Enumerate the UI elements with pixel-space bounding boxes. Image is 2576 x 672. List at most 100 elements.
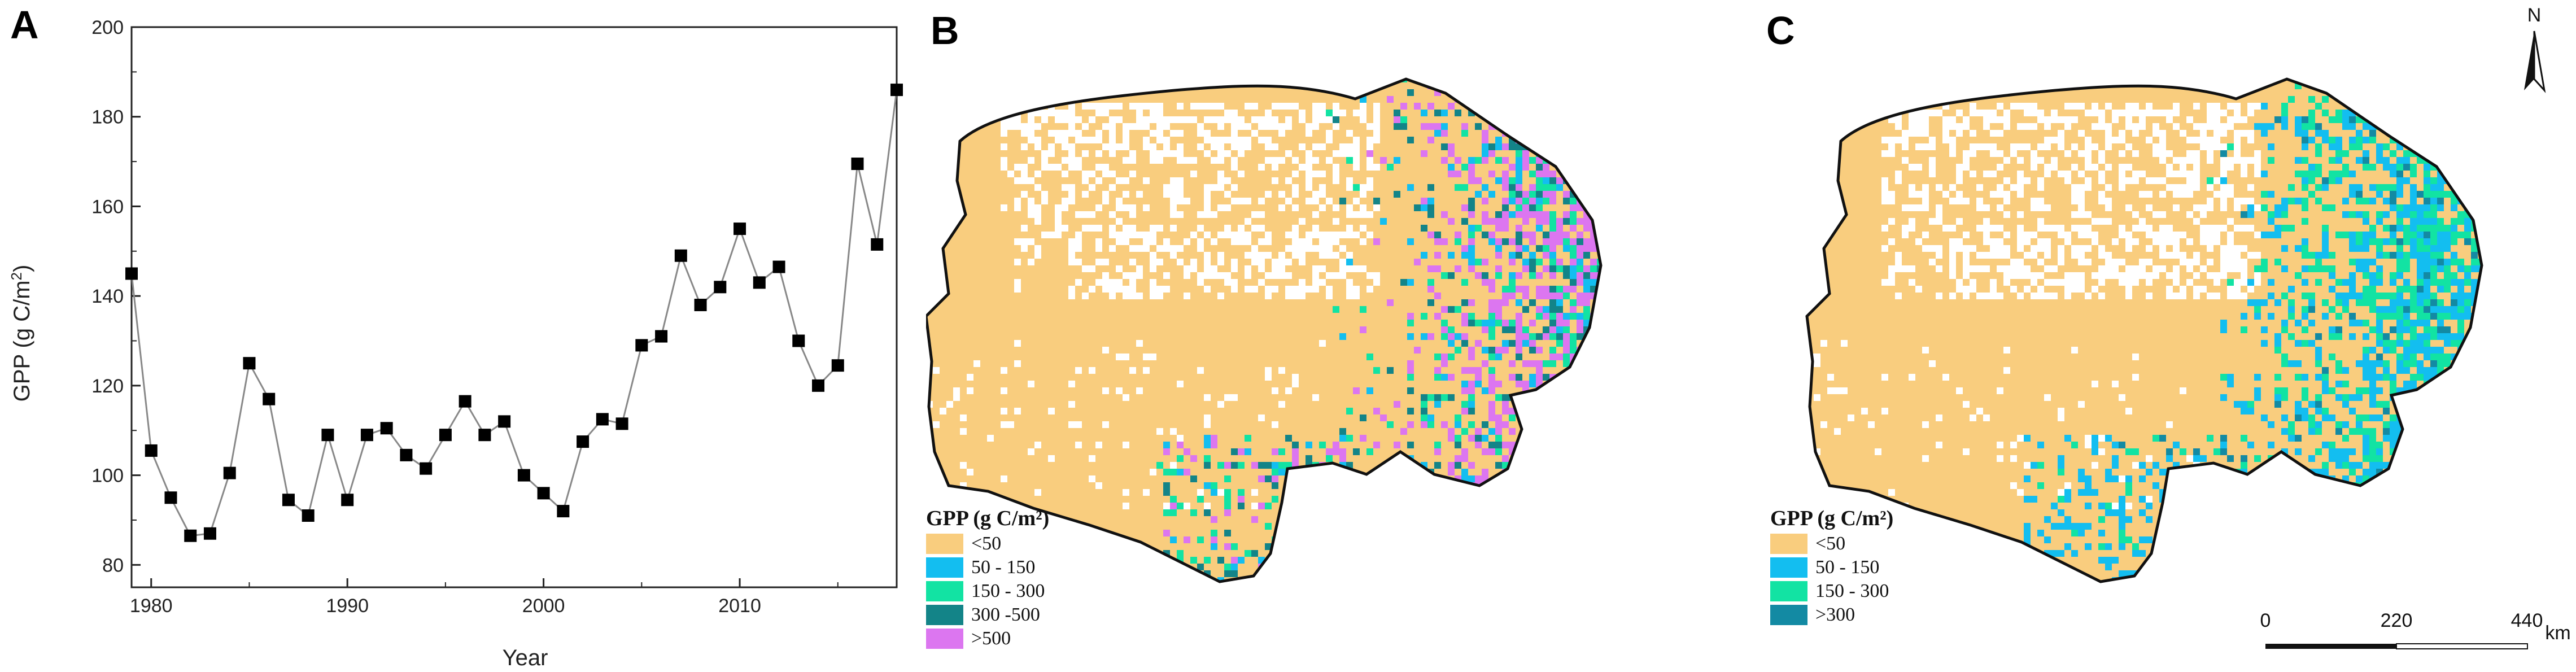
map-cell xyxy=(2410,469,2417,475)
map-cell xyxy=(2485,435,2491,442)
data-point xyxy=(203,527,216,540)
map-cell xyxy=(2363,448,2369,455)
map-cell-nodata xyxy=(1278,401,1285,408)
map-cell xyxy=(2464,123,2471,130)
map-cell xyxy=(2491,211,2498,218)
map-cell xyxy=(1461,164,1468,171)
map-cell-nodata xyxy=(1970,103,1976,110)
map-cell xyxy=(2424,232,2430,238)
map-cell xyxy=(2308,564,2315,570)
map-cell xyxy=(2403,89,2410,96)
map-cell xyxy=(2491,482,2498,489)
map-cell-nodata xyxy=(1123,238,1129,245)
map-cell xyxy=(1488,401,1495,408)
map-cell xyxy=(2220,503,2227,509)
map-cell-nodata xyxy=(2234,150,2241,157)
map-cell xyxy=(1516,320,1522,326)
map-cell-nodata xyxy=(2037,116,2044,123)
map-cell-nodata xyxy=(2173,103,2180,110)
map-cell xyxy=(2329,543,2335,550)
map-cell xyxy=(1590,89,1597,96)
map-cell-nodata xyxy=(2105,259,2112,265)
map-cell xyxy=(2471,414,2478,421)
map-cell xyxy=(1434,442,1441,448)
map-cell-nodata xyxy=(2173,204,2180,211)
map-cell xyxy=(2302,313,2308,320)
map-cell xyxy=(1211,543,1217,550)
map-cell xyxy=(2410,347,2417,354)
map-cell xyxy=(2308,252,2315,259)
map-cell-nodata xyxy=(2071,143,2078,150)
map-cell xyxy=(1597,184,1601,191)
map-cell xyxy=(2376,279,2383,286)
map-cell xyxy=(2363,245,2369,252)
map-cell xyxy=(1292,577,1299,582)
map-cell xyxy=(2335,516,2342,523)
map-cell xyxy=(1211,489,1217,496)
map-cell-nodata xyxy=(2017,245,2024,252)
map-cell xyxy=(2471,252,2478,259)
map-cell-nodata xyxy=(1062,137,1068,143)
map-cell xyxy=(1549,320,1556,326)
map-cell xyxy=(2369,103,2376,110)
map-cell-nodata xyxy=(2037,184,2044,191)
map-cell-nodata xyxy=(1895,116,1902,123)
map-cell-nodata xyxy=(2173,238,2180,245)
map-cell-nodata xyxy=(1983,171,1990,177)
map-cell xyxy=(2457,489,2464,496)
map-cell xyxy=(2369,381,2376,387)
map-cell xyxy=(2342,79,2349,82)
map-cell-nodata xyxy=(1014,198,1021,204)
map-cell-nodata xyxy=(1820,340,1827,347)
map-cell xyxy=(1177,455,1184,462)
map-cell-nodata xyxy=(1089,475,1095,482)
series-line xyxy=(130,89,898,537)
map-cell xyxy=(2329,448,2335,455)
map-cell xyxy=(2471,387,2478,394)
map-cell xyxy=(1427,232,1434,238)
map-cell xyxy=(1502,123,1509,130)
map-cell xyxy=(1583,137,1590,143)
map-cell xyxy=(2241,557,2247,564)
map-cell-nodata xyxy=(1333,218,1339,225)
map-cell xyxy=(1488,482,1495,489)
map-cell xyxy=(2342,367,2349,374)
map-cell-nodata xyxy=(1848,414,1854,421)
map-cell xyxy=(1394,110,1400,116)
map-cell xyxy=(2417,137,2424,143)
map-cell-nodata xyxy=(1123,143,1129,150)
map-cell xyxy=(2112,455,2119,462)
map-cell xyxy=(1468,516,1475,523)
map-cell-nodata xyxy=(2159,225,2166,232)
map-cell xyxy=(1536,204,1543,211)
map-cell xyxy=(1563,110,1570,116)
map-cell xyxy=(2471,110,2478,116)
map-cell-nodata xyxy=(1339,245,1346,252)
map-cell xyxy=(1394,401,1400,408)
map-cell xyxy=(2363,374,2369,381)
map-cell-nodata xyxy=(1109,171,1116,177)
map-cell xyxy=(2349,184,2356,191)
map-cell xyxy=(1461,340,1468,347)
map-cell xyxy=(2268,530,2274,536)
map-cell-nodata xyxy=(1102,286,1109,293)
map-cell-nodata xyxy=(2234,130,2241,137)
map-cell xyxy=(1549,110,1556,116)
map-cell-nodata xyxy=(1326,157,1333,164)
map-cell xyxy=(1502,408,1509,414)
map-cell-nodata xyxy=(2227,218,2234,225)
map-cell-nodata xyxy=(1014,177,1021,184)
data-point xyxy=(890,84,903,97)
map-cell xyxy=(1597,354,1601,360)
map-cell-nodata xyxy=(1190,116,1197,123)
map-cell xyxy=(1563,62,1570,69)
map-cell xyxy=(2363,530,2369,536)
map-cell xyxy=(1502,171,1509,177)
map-cell-nodata xyxy=(1976,293,1983,299)
map-cell-nodata xyxy=(1915,143,1922,150)
map-cell-nodata xyxy=(1068,293,1075,299)
map-cell xyxy=(2376,360,2383,367)
map-cell xyxy=(1549,523,1556,530)
map-cell-nodata xyxy=(1278,123,1285,130)
map-cell xyxy=(1604,326,1610,333)
